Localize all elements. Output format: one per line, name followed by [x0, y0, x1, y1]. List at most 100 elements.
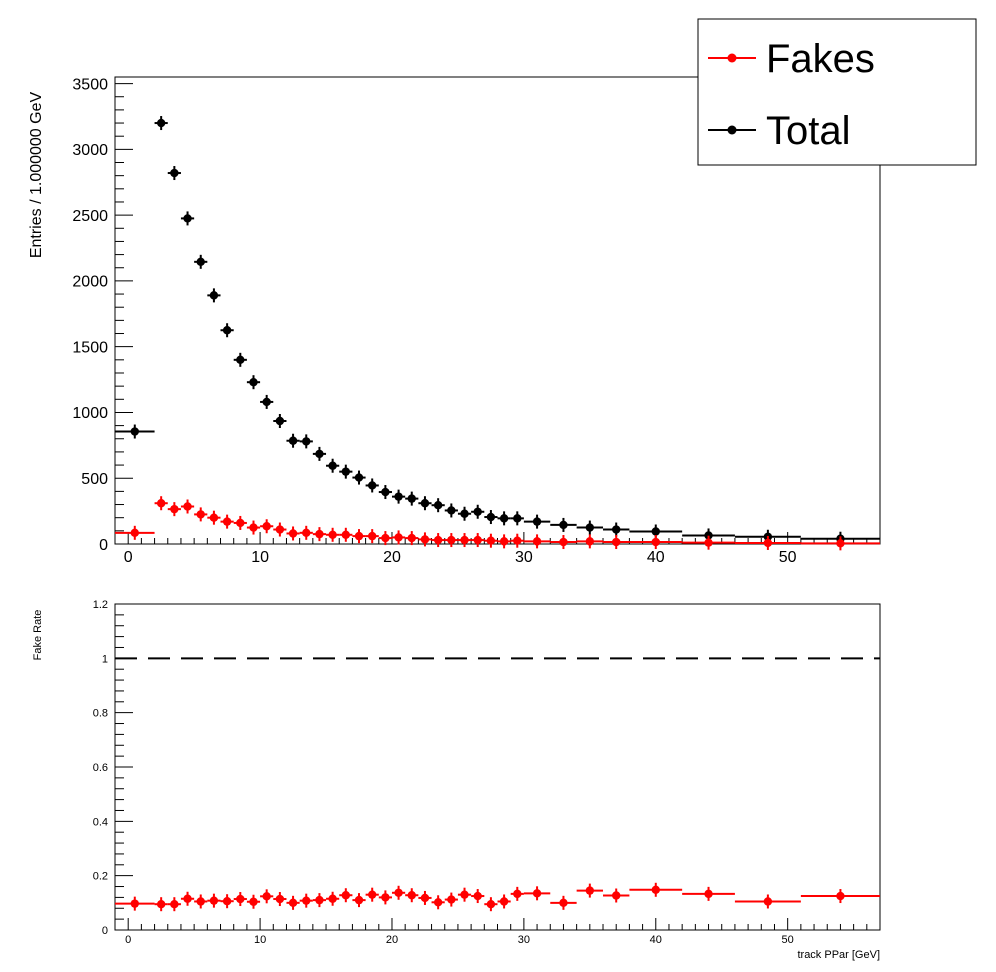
data-marker	[275, 416, 285, 426]
data-marker	[447, 535, 456, 545]
data-marker	[651, 885, 660, 894]
data-marker	[328, 894, 337, 903]
y-tick-label: 2500	[72, 208, 108, 225]
data-marker	[183, 894, 192, 903]
data-point	[405, 531, 419, 546]
data-marker	[354, 531, 364, 541]
data-point	[233, 352, 247, 367]
data-marker	[433, 898, 443, 907]
x-tick-label: 50	[779, 549, 797, 566]
data-point	[523, 514, 551, 529]
data-marker	[354, 895, 364, 905]
data-point	[180, 891, 195, 906]
data-point	[576, 520, 604, 535]
y-tick-label: 2000	[72, 274, 108, 291]
data-point	[457, 506, 472, 521]
data-marker	[222, 326, 232, 335]
data-marker	[420, 893, 430, 903]
x-tick-label: 50	[782, 934, 794, 946]
data-marker	[704, 889, 713, 899]
y-tick-label: 3000	[72, 142, 108, 159]
data-marker	[460, 509, 469, 518]
data-marker	[612, 537, 621, 547]
data-marker	[394, 533, 403, 542]
data-marker	[288, 436, 298, 445]
data-marker	[447, 895, 456, 904]
data-point	[115, 424, 155, 439]
data-marker	[420, 535, 430, 544]
data-point	[154, 897, 168, 912]
data-marker	[407, 494, 416, 503]
data-point	[326, 458, 340, 473]
data-point	[352, 893, 366, 908]
data-point	[167, 166, 181, 181]
data-marker	[183, 502, 192, 511]
y-tick-label: 1000	[72, 405, 108, 422]
legend-entry: Fakes	[708, 37, 875, 81]
data-marker	[209, 513, 219, 522]
data-point	[312, 446, 327, 461]
data-point	[115, 525, 155, 540]
data-marker	[532, 537, 542, 546]
x-tick-label: 30	[518, 934, 530, 946]
data-marker	[367, 481, 377, 490]
data-marker	[249, 897, 258, 906]
data-point	[115, 896, 155, 911]
data-point	[365, 529, 379, 544]
data-point	[194, 507, 208, 522]
data-marker	[156, 118, 166, 128]
data-point	[510, 511, 524, 526]
y-axis-label: Fake Rate	[32, 610, 44, 661]
data-marker	[236, 518, 245, 528]
data-point	[510, 533, 524, 548]
y-tick-label: 1	[102, 653, 108, 665]
data-point	[471, 533, 485, 548]
data-point	[497, 894, 511, 909]
data-point	[233, 515, 247, 530]
data-marker	[130, 528, 139, 538]
data-marker	[420, 499, 430, 508]
data-marker	[407, 533, 416, 543]
data-marker	[612, 525, 621, 534]
legend-entry: Total	[708, 109, 851, 153]
data-point	[352, 470, 366, 485]
data-point	[444, 892, 458, 907]
data-marker	[763, 538, 773, 548]
data-marker	[262, 522, 271, 531]
y-tick-label: 0	[99, 537, 108, 554]
data-point	[286, 895, 300, 910]
data-marker	[249, 377, 258, 387]
data-point	[418, 532, 432, 547]
x-tick-label: 20	[383, 549, 401, 566]
bottom-panel: 0 10 20 30 40 50 0 0.2 0.4 0.6 0.8 1 1.2 Fake Rate tra…	[32, 599, 881, 961]
top-panel: 0 10 20 30 40 500500100015002000250030003500E…	[28, 76, 881, 566]
data-marker	[315, 529, 324, 539]
data-marker	[473, 891, 482, 901]
data-marker	[354, 473, 364, 482]
data-point	[510, 886, 524, 901]
data-point	[471, 504, 485, 519]
data-marker	[460, 535, 469, 545]
data-point	[286, 433, 300, 448]
data-marker	[381, 487, 390, 497]
data-marker	[513, 889, 522, 899]
data-point	[273, 892, 287, 907]
y-tick-label: 0	[102, 925, 108, 937]
data-point	[273, 522, 287, 537]
data-point	[299, 893, 313, 908]
data-point	[154, 496, 168, 511]
y-tick-label: 0.2	[93, 871, 108, 883]
data-point	[180, 211, 195, 226]
data-point	[180, 499, 195, 514]
data-marker	[328, 530, 337, 539]
legend-box	[697, 18, 977, 166]
data-marker	[394, 492, 403, 501]
data-marker	[302, 528, 311, 538]
data-point	[550, 895, 577, 910]
data-marker	[209, 291, 219, 300]
data-marker	[156, 899, 166, 909]
data-marker	[367, 531, 377, 541]
data-point	[391, 530, 406, 545]
data-marker	[236, 355, 245, 365]
